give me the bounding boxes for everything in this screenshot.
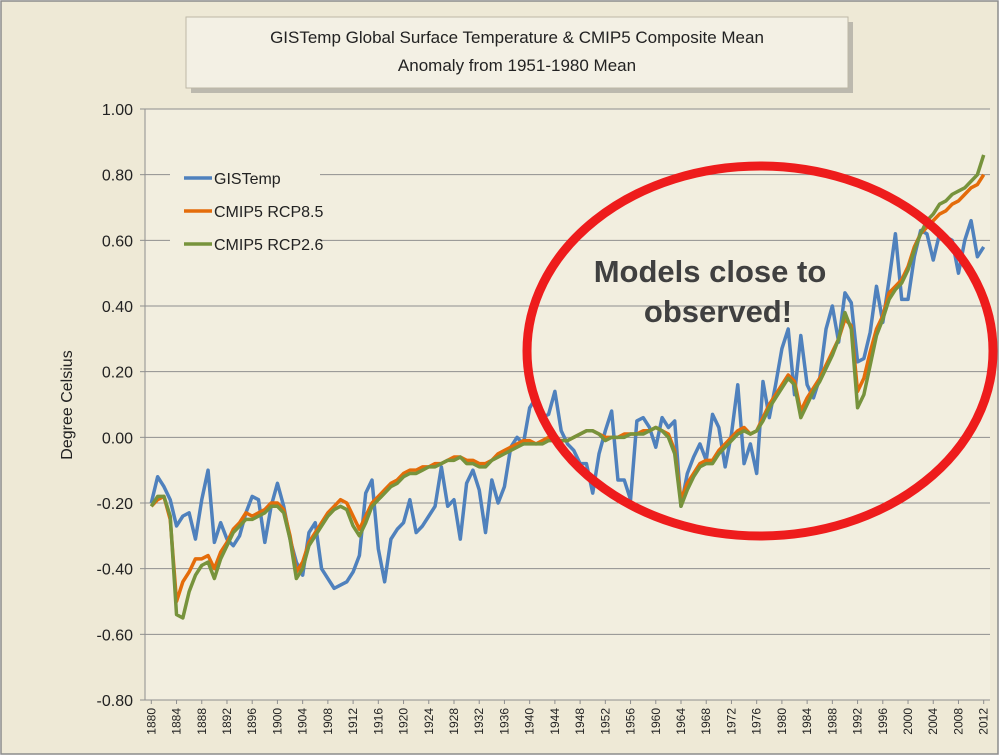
annotation: Models close to [594, 254, 827, 289]
legend-label: GISTemp [214, 171, 281, 188]
y-axis-label: Degree Celsius [59, 350, 76, 459]
y-tick-label: 0.60 [102, 233, 133, 250]
y-tick-label: 0.40 [102, 299, 133, 316]
y-tick-label: -0.80 [97, 693, 134, 710]
annotation: observed! [644, 294, 792, 329]
highlight-ellipse [522, 161, 998, 541]
series-line [149, 154, 986, 620]
y-tick-label: -0.60 [97, 627, 134, 644]
x-tick-label: 1908 [321, 708, 335, 735]
chart-subtitle: Anomaly from 1951-1980 Mean [398, 56, 636, 75]
x-tick-label: 1916 [371, 708, 385, 735]
x-tick-label: 1944 [548, 708, 562, 735]
x-tick-label: 1984 [800, 708, 814, 735]
y-tick-label: 1.00 [102, 102, 133, 119]
x-tick-label: 1968 [699, 708, 713, 735]
x-tick-label: 1924 [422, 708, 436, 735]
y-tick-label: 0.80 [102, 168, 133, 185]
x-tick-label: 1900 [270, 708, 284, 735]
y-tick-label: -0.40 [97, 562, 134, 579]
x-tick-label: 2012 [977, 708, 991, 735]
x-tick-label: 1880 [144, 708, 158, 735]
x-tick-label: 1964 [674, 708, 688, 735]
x-tick-label: 1988 [825, 708, 839, 735]
x-tick-label: 1888 [195, 708, 209, 735]
title-box [185, 16, 849, 89]
y-tick-label: 0.20 [102, 365, 133, 382]
x-tick-label: 1960 [649, 708, 663, 735]
x-tick-label: 1992 [851, 708, 865, 735]
x-tick-label: 1948 [573, 708, 587, 735]
x-tick-label: 1920 [397, 708, 411, 735]
x-tick-label: 2004 [926, 708, 940, 735]
x-tick-label: 1976 [750, 708, 764, 735]
x-tick-label: 1980 [775, 708, 789, 735]
x-tick-label: 2000 [901, 708, 915, 735]
x-tick-label: 1956 [624, 708, 638, 735]
legend-label: CMIP5 RCP8.5 [214, 204, 323, 221]
x-tick-label: 1940 [523, 708, 537, 735]
legend-label: CMIP5 RCP2.6 [214, 237, 323, 254]
x-tick-label: 1952 [598, 708, 612, 735]
lines [149, 154, 986, 620]
x-tick-label: 1972 [724, 708, 738, 735]
chart-title: GISTemp Global Surface Temperature & CMI… [270, 28, 764, 47]
x-tick-label: 1996 [876, 708, 890, 735]
x-tick-label: 1928 [447, 708, 461, 735]
x-tick-label: 1912 [346, 708, 360, 735]
x-tick-label: 2008 [951, 708, 965, 735]
x-tick-label: 1904 [296, 708, 310, 735]
y-tick-label: 0.00 [102, 430, 133, 447]
y-tick-label: -0.20 [97, 496, 134, 513]
x-tick-label: 1884 [170, 708, 184, 735]
x-tick-label: 1896 [245, 708, 259, 735]
x-tick-label: 1892 [220, 708, 234, 735]
legend: GISTemp CMIP5 RCP8.5 CMIP5 RCP2.6 [170, 158, 323, 270]
x-tick-label: 1936 [497, 708, 511, 735]
x-tick-label: 1932 [472, 708, 486, 735]
